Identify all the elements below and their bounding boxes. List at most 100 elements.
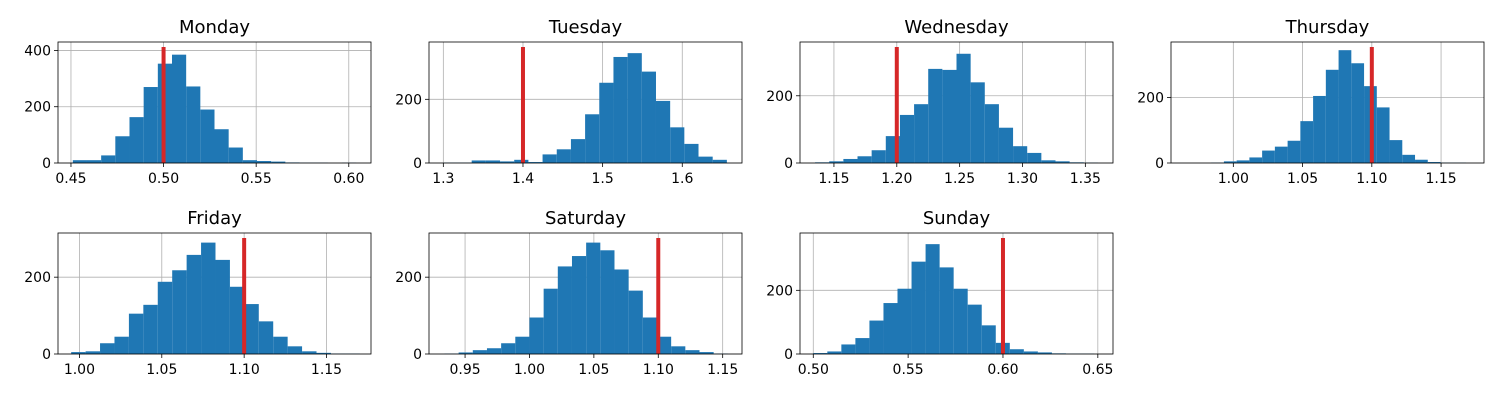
histogram-bar [1249, 157, 1263, 163]
y-tick-label: 0 [784, 156, 793, 172]
axes-frame [799, 232, 1114, 355]
axes-frame [428, 232, 743, 355]
histogram-bar [984, 104, 999, 163]
histogram-bar [655, 100, 671, 163]
histogram-bar [981, 325, 996, 354]
histogram-bar [157, 281, 173, 354]
histogram-bar [1325, 69, 1339, 163]
histogram-bar [115, 136, 130, 163]
x-tick-label: 1.05 [578, 362, 609, 378]
axes-frame [428, 41, 743, 164]
histogram-bar [1023, 351, 1038, 354]
histogram-bar [200, 109, 215, 163]
histogram-bar [471, 160, 486, 163]
histogram-bar [684, 143, 699, 163]
histogram-bar [586, 242, 601, 354]
x-tick-label: 1.35 [1070, 171, 1101, 187]
histogram-bar [855, 338, 870, 354]
subplot-sunday: Sunday 0.50 0.55 0.60 0.65 0 200 [766, 208, 1113, 378]
x-tick-label: 1.20 [881, 171, 912, 187]
histogram-bar [939, 267, 954, 354]
histogram-bar [843, 158, 858, 163]
histogram-bar [685, 350, 700, 354]
y-tick-label: 200 [24, 270, 51, 286]
histogram-bar [627, 53, 642, 163]
histogram-bar [273, 336, 288, 354]
x-tick-label: 1.15 [1425, 171, 1456, 187]
histogram-bar [953, 288, 968, 354]
subplot-title: Wednesday [904, 17, 1009, 38]
histogram-bar [257, 161, 272, 163]
histogram-bar [201, 242, 216, 354]
histogram-bar [1300, 121, 1314, 163]
histogram-bar [143, 87, 158, 163]
histogram-bar [302, 351, 317, 354]
x-tick-label: 1.10 [1356, 171, 1387, 187]
histogram-bar [998, 127, 1014, 163]
histogram-bar [1427, 162, 1441, 163]
histogram-bar [543, 288, 558, 354]
histogram-bar [242, 160, 258, 163]
histogram-bar [1055, 161, 1070, 163]
histogram-bar [1389, 140, 1403, 163]
histogram-bar [600, 250, 615, 354]
histogram-bar [970, 82, 985, 163]
histogram-bar [72, 160, 87, 163]
histogram-bar [642, 317, 657, 354]
histogram-bar [599, 82, 614, 163]
x-tick-label: 0.55 [893, 362, 924, 378]
histogram-bar [857, 156, 872, 163]
histogram-bar [458, 352, 473, 354]
subplot-thursday: Thursday 1.00 1.05 1.10 1.15 0 200 [1137, 17, 1485, 187]
x-tick-label: 0.60 [987, 362, 1018, 378]
histogram-bar [186, 86, 201, 163]
x-tick-label: 1.00 [1218, 171, 1249, 187]
x-tick-label: 1.00 [64, 362, 95, 378]
subplot-title: Sunday [923, 208, 991, 229]
histogram-bar [501, 343, 516, 354]
axes-frame [57, 41, 372, 164]
x-tick-label: 1.5 [591, 171, 613, 187]
x-tick-label: 1.05 [146, 362, 177, 378]
subplot-monday: Monday 0.45 0.50 0.55 0.60 0 200 400 [24, 17, 372, 187]
histogram-bar [911, 261, 926, 354]
histogram-bar [827, 351, 842, 354]
y-tick-label: 0 [1155, 156, 1164, 172]
histogram-bar [628, 290, 643, 354]
histogram-bar [1376, 107, 1390, 163]
histogram-bar [486, 348, 502, 354]
histogram-bar [1027, 152, 1042, 163]
x-tick-label: 1.4 [512, 171, 534, 187]
histogram-bar [1041, 160, 1056, 163]
y-tick-label: 0 [413, 156, 422, 172]
x-tick-label: 0.50 [798, 362, 829, 378]
histogram-bar [671, 346, 686, 354]
histogram-bar [129, 117, 144, 163]
histogram-bar [1223, 161, 1237, 163]
histogram-bar [128, 313, 144, 354]
histogram-bar [244, 304, 259, 354]
histogram-bar [813, 353, 828, 354]
histogram-bar [1351, 63, 1365, 163]
histogram-bar [215, 259, 230, 354]
histogram-bar [258, 321, 274, 354]
histogram-bar [287, 346, 303, 354]
histogram-bar [316, 352, 331, 354]
histogram-bar [871, 150, 886, 163]
y-tick-label: 0 [413, 347, 422, 363]
histogram-bar [100, 343, 115, 354]
subplot-title: Thursday [1285, 17, 1370, 38]
histogram-bar [613, 56, 628, 163]
histogram-bar [942, 69, 957, 163]
histogram-bar [1313, 95, 1326, 163]
axes-frame [57, 232, 372, 355]
histogram-bar [529, 317, 544, 354]
y-tick-label: 200 [1137, 91, 1164, 107]
x-tick-label: 0.45 [55, 171, 86, 187]
histogram-bar [1402, 154, 1416, 163]
histogram-bar [1338, 50, 1352, 163]
y-tick-label: 400 [24, 43, 51, 59]
histogram-bar [1009, 349, 1024, 354]
histogram-bar [1287, 140, 1301, 163]
